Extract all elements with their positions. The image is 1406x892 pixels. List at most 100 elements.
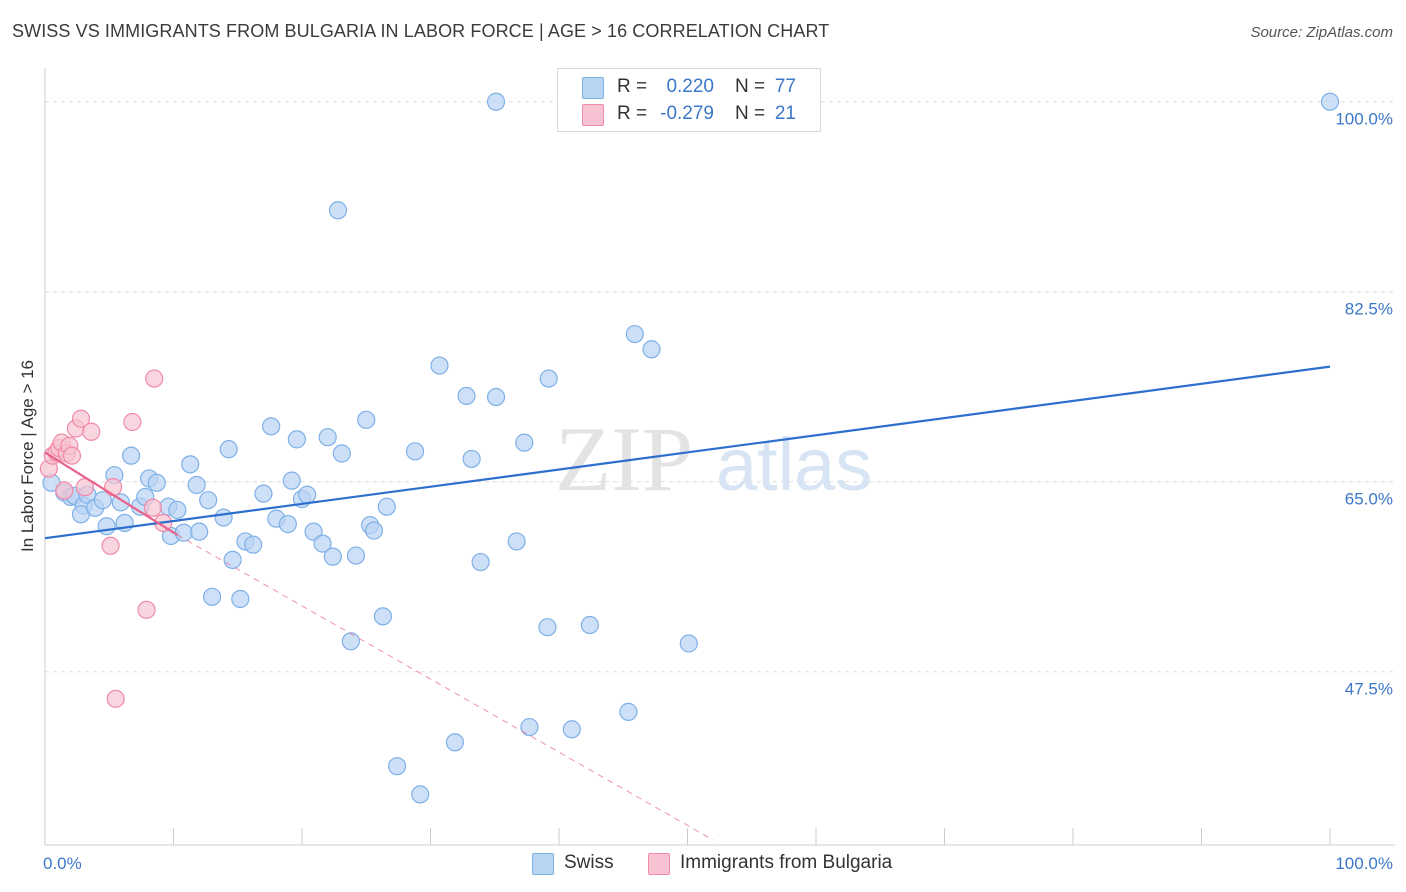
legend-r-label: R = [617,103,648,124]
watermark: ZIP atlas [555,408,872,510]
legend-n-value-swiss: 77 [774,76,796,97]
bulgaria-point [106,689,125,708]
swiss-point [282,471,301,490]
bulgaria-point [82,422,101,441]
y-tick-label: 65.0% [1345,490,1393,509]
swiss-point [93,491,112,510]
swiss-point [486,387,506,407]
bulgaria-point [143,498,163,517]
swiss-point [223,550,242,569]
swiss-point [562,720,581,739]
bottom-legend-label-swiss: Swiss [564,852,614,873]
swiss-point [357,410,376,429]
swiss-point [346,546,366,565]
swiss-point [341,632,360,651]
bottom-legend-swatch-bulgaria [648,853,670,875]
swiss-point [318,428,337,447]
swiss-point [298,485,317,504]
series-bulgaria-points [39,369,173,708]
swiss-point [445,733,465,752]
swiss-point [430,356,449,375]
source-label: Source: ZipAtlas.com [1250,24,1393,41]
bulgaria-point [145,369,164,388]
swiss-point [539,369,558,388]
swiss-point [278,514,297,534]
legend-r-value-bulgaria: -0.279 [660,103,714,124]
legend-n-label: N = [735,76,766,97]
swiss-point [471,552,490,572]
bulgaria-point [101,536,120,555]
swiss-point [642,340,661,359]
legend-n-label: N = [735,103,766,124]
swiss-point [515,433,534,452]
swiss-point [619,702,638,721]
swiss-point [121,446,141,465]
x-tick-label-max: 100.0% [1335,854,1393,873]
grid-lines [45,101,1395,673]
swiss-point [405,442,425,461]
swiss-point [411,785,430,804]
bulgaria-point [104,478,123,497]
swiss-point [457,386,476,406]
legend-r-label: R = [617,76,648,97]
swiss-point [332,444,351,463]
swiss-point [262,417,281,436]
legend-swatch-bulgaria [582,104,604,126]
swiss-point [202,587,222,606]
swiss-point [97,517,116,536]
swiss-point [462,449,481,469]
bulgaria-point [75,478,94,497]
y-tick-label: 100.0% [1335,110,1393,129]
swiss-point [147,473,166,492]
swiss-point [580,615,599,635]
bottom-legend-swatch-swiss [532,853,554,875]
y-tick-label: 47.5% [1345,680,1393,699]
swiss-point [328,201,348,220]
legend-n-value-bulgaria: 21 [774,103,796,124]
swiss-point [377,497,396,516]
swiss-point [520,717,539,737]
swiss-point [214,508,233,527]
swiss-point [181,455,200,474]
swiss-point [168,500,187,520]
x-tick-label-min: 0.0% [43,854,82,873]
swiss-point [244,535,263,554]
swiss-point [174,523,193,542]
bulgaria-point [55,481,74,500]
trend-lines [44,365,1331,841]
y-axis-title: In Labor Force | Age > 16 [18,359,37,553]
chart-title: SWISS VS IMMIGRANTS FROM BULGARIA IN LAB… [12,21,830,41]
swiss-trend-line [44,365,1331,540]
bulgaria-point [123,412,142,432]
swiss-point [486,92,506,111]
correlation-legend: R = 0.220 N = 77 R = -0.279 N = 21 [557,68,821,132]
legend-swatch-swiss [582,77,604,99]
swiss-point [1320,92,1340,111]
swiss-point [313,534,332,553]
swiss-point [387,757,407,776]
swiss-point [364,521,384,540]
swiss-point [287,430,306,449]
swiss-point [625,324,644,344]
swiss-point [199,491,218,510]
bulgaria-point [137,600,156,619]
bulgaria-point [62,446,82,465]
swiss-point [190,522,209,541]
bulgaria-trend-line [44,451,178,536]
swiss-point [538,618,557,637]
swiss-point [323,547,342,566]
bottom-legend-label-bulgaria: Immigrants from Bulgaria [680,852,893,873]
watermark-zip: ZIP [555,408,693,510]
bulgaria-point [71,409,91,428]
swiss-point [187,475,206,495]
swiss-point [254,484,273,503]
bulgaria-trend-extension [177,534,714,841]
watermark-atlas: atlas [716,423,872,506]
swiss-point [679,634,698,653]
tick-labels: 47.5% 65.0% 82.5% 100.0% 0.0% 100.0% [43,110,1393,873]
swiss-point [231,589,250,609]
legend-r-value-swiss: 0.220 [666,76,714,97]
y-tick-label: 82.5% [1345,300,1393,319]
swiss-point [219,440,238,459]
